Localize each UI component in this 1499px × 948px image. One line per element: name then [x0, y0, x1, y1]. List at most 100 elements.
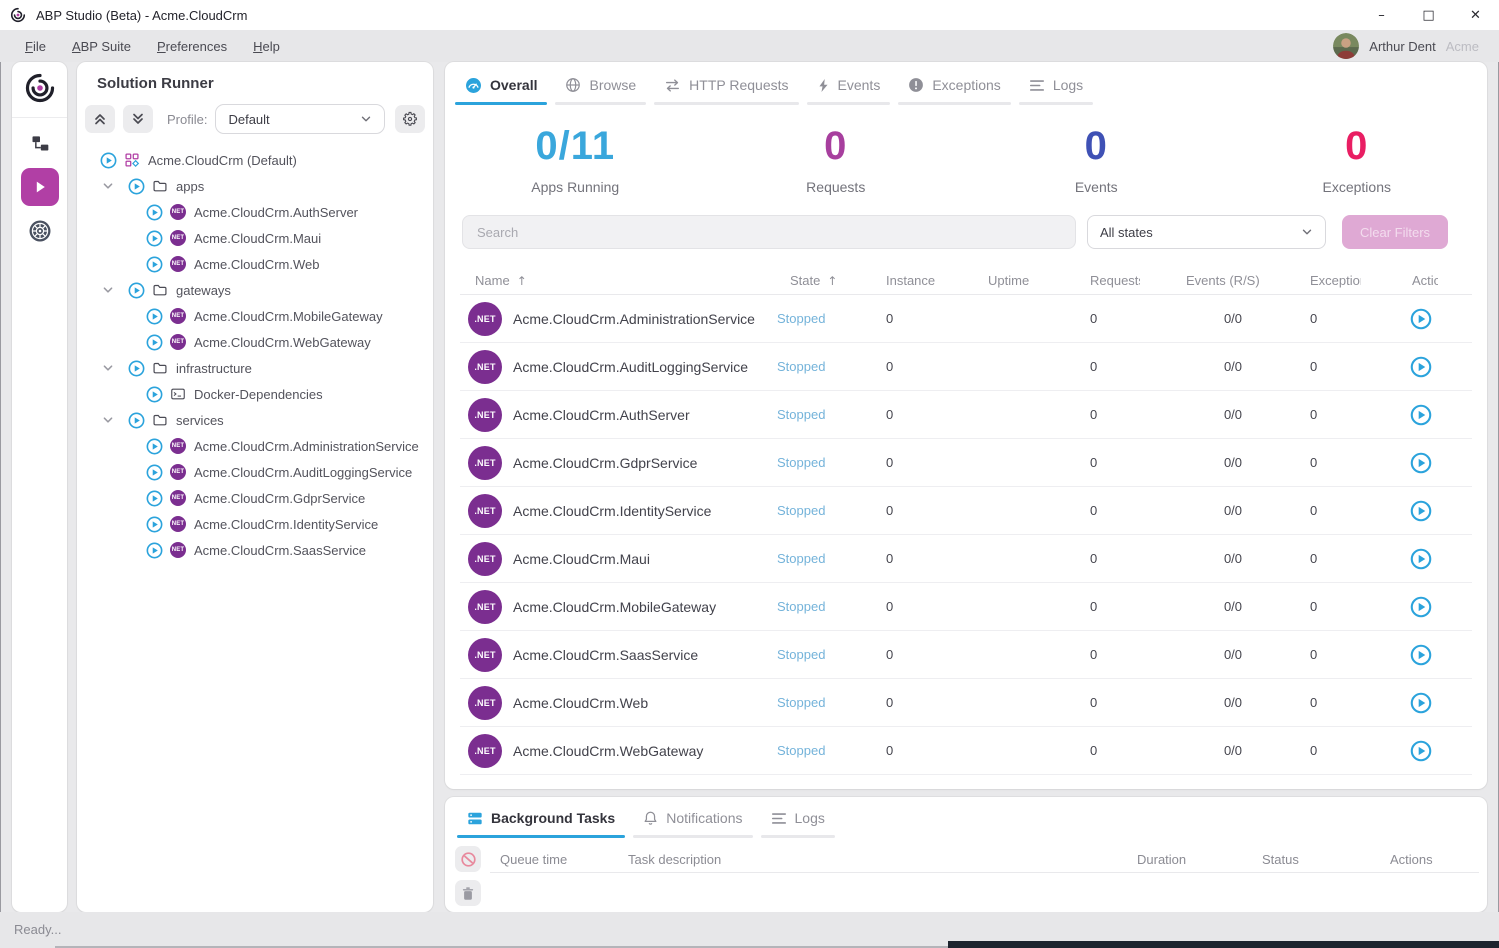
run-icon[interactable] — [128, 360, 145, 377]
column-header-name[interactable]: Name↑ — [460, 273, 775, 288]
column-header-requests[interactable]: Requests — [1075, 273, 1171, 288]
chevron-down-icon[interactable] — [102, 180, 114, 192]
service-instance: 0 — [871, 311, 973, 326]
start-service-button[interactable] — [1410, 500, 1432, 522]
bottom-tab-logs[interactable]: Logs — [761, 805, 835, 831]
settings-button[interactable] — [395, 105, 425, 133]
user-avatar[interactable] — [1333, 33, 1359, 59]
run-icon[interactable] — [100, 152, 117, 169]
run-icon[interactable] — [146, 464, 163, 481]
expand-all-button[interactable] — [123, 105, 153, 133]
chevron-down-icon[interactable] — [102, 284, 114, 296]
solution-explorer-button[interactable] — [21, 124, 59, 162]
bell-icon — [643, 810, 658, 826]
tree-item-acme-cloudcrm-mobilegateway[interactable]: NETAcme.CloudCrm.MobileGateway — [77, 303, 433, 329]
kubernetes-button[interactable] — [21, 212, 59, 250]
start-service-button[interactable] — [1410, 596, 1432, 618]
tab-logs[interactable]: Logs — [1019, 72, 1093, 98]
start-service-button[interactable] — [1410, 356, 1432, 378]
column-label: Actions — [1412, 273, 1438, 288]
stat-value: 0 — [706, 124, 967, 168]
dotnet-icon: NET — [170, 464, 186, 480]
run-icon[interactable] — [146, 230, 163, 247]
table-row-acme-cloudcrm-saasservice: .NETAcme.CloudCrm.SaasServiceStopped000/… — [460, 631, 1472, 679]
tree-item-acme-cloudcrm-administrationservice[interactable]: NETAcme.CloudCrm.AdministrationService — [77, 433, 433, 459]
state-filter-select[interactable]: All states — [1087, 215, 1326, 249]
clear-filters-button[interactable]: Clear Filters — [1342, 215, 1448, 249]
stack-icon — [467, 811, 483, 826]
start-service-button[interactable] — [1410, 452, 1432, 474]
tab-overall[interactable]: Overall — [455, 72, 547, 98]
menu-item-file[interactable]: File — [25, 39, 46, 54]
minimize-button[interactable]: – — [1358, 0, 1405, 30]
tasks-table-header: Queue timeTask descriptionDurationStatus… — [490, 846, 1479, 873]
tree-item-infrastructure[interactable]: infrastructure — [77, 355, 433, 381]
run-icon[interactable] — [146, 334, 163, 351]
tree-item-acme-cloudcrm-gdprservice[interactable]: NETAcme.CloudCrm.GdprService — [77, 485, 433, 511]
profile-select[interactable]: Default — [215, 104, 385, 134]
service-name: Acme.CloudCrm.AuditLoggingService — [513, 359, 748, 375]
chevron-down-icon[interactable] — [102, 362, 114, 374]
solution-runner-button[interactable] — [21, 168, 59, 206]
start-service-button[interactable] — [1410, 308, 1432, 330]
tree-item-acme-cloudcrm-authserver[interactable]: NETAcme.CloudCrm.AuthServer — [77, 199, 433, 225]
close-button[interactable]: ✕ — [1452, 0, 1499, 30]
expand-all-icon — [131, 112, 145, 126]
tree-item-acme-cloudcrm-auditloggingservice[interactable]: NETAcme.CloudCrm.AuditLoggingService — [77, 459, 433, 485]
column-header-actions[interactable]: Actions — [1397, 273, 1472, 288]
column-header-exceptions[interactable]: Exceptions — [1295, 273, 1397, 288]
run-icon[interactable] — [146, 516, 163, 533]
collapse-all-button[interactable] — [85, 105, 115, 133]
abp-logo-icon[interactable] — [24, 72, 56, 104]
maximize-button[interactable]: □ — [1405, 0, 1452, 30]
start-service-button[interactable] — [1410, 548, 1432, 570]
tab-label: Logs — [1053, 77, 1083, 93]
bottom-tab-notifications[interactable]: Notifications — [633, 805, 752, 831]
tree-item-acme-cloudcrm-maui[interactable]: NETAcme.CloudCrm.Maui — [77, 225, 433, 251]
run-icon[interactable] — [146, 386, 163, 403]
run-icon[interactable] — [146, 308, 163, 325]
tree-item-gateways[interactable]: gateways — [77, 277, 433, 303]
tree-item-acme-cloudcrm-saasservice[interactable]: NETAcme.CloudCrm.SaasService — [77, 537, 433, 563]
tree-item-services[interactable]: services — [77, 407, 433, 433]
column-header-instance[interactable]: Instance — [871, 273, 973, 288]
search-input[interactable] — [462, 215, 1076, 249]
tab-exceptions[interactable]: Exceptions — [898, 72, 1010, 98]
menu-item-help[interactable]: Help — [253, 39, 280, 54]
tree-item-acme-cloudcrm-webgateway[interactable]: NETAcme.CloudCrm.WebGateway — [77, 329, 433, 355]
tree-item-acme-cloudcrm-web[interactable]: NETAcme.CloudCrm.Web — [77, 251, 433, 277]
tree-item-docker-dependencies[interactable]: Docker-Dependencies — [77, 381, 433, 407]
menu-item-preferences[interactable]: Preferences — [157, 39, 227, 54]
run-icon[interactable] — [146, 490, 163, 507]
tree-item-apps[interactable]: apps — [77, 173, 433, 199]
user-name[interactable]: Arthur Dent — [1369, 39, 1435, 54]
run-icon[interactable] — [146, 542, 163, 559]
start-service-button[interactable] — [1410, 692, 1432, 714]
bottom-tab-background-tasks[interactable]: Background Tasks — [457, 805, 625, 831]
chevron-down-icon[interactable] — [102, 414, 114, 426]
run-icon[interactable] — [128, 282, 145, 299]
run-icon[interactable] — [146, 438, 163, 455]
column-header-uptime[interactable]: Uptime — [973, 273, 1075, 288]
tree-item-label: services — [176, 413, 224, 428]
cancel-tasks-button[interactable] — [455, 846, 481, 872]
tab-http-requests[interactable]: HTTP Requests — [654, 72, 798, 98]
tree-item-acme-cloudcrm-default[interactable]: Acme.CloudCrm (Default) — [77, 147, 433, 173]
dotnet-icon: .NET — [468, 638, 502, 672]
column-header-events-r-s[interactable]: Events (R/S) — [1171, 273, 1295, 288]
start-service-button[interactable] — [1410, 404, 1432, 426]
tab-events[interactable]: Events — [807, 72, 891, 98]
run-icon[interactable] — [146, 204, 163, 221]
globe-icon — [565, 77, 581, 93]
clear-tasks-button[interactable] — [455, 880, 481, 906]
tree-item-acme-cloudcrm-identityservice[interactable]: NETAcme.CloudCrm.IdentityService — [77, 511, 433, 537]
run-icon[interactable] — [146, 256, 163, 273]
tree-item-label: Acme.CloudCrm.WebGateway — [194, 335, 371, 350]
menu-item-abp-suite[interactable]: ABP Suite — [72, 39, 131, 54]
start-service-button[interactable] — [1410, 740, 1432, 762]
run-icon[interactable] — [128, 178, 145, 195]
tab-browse[interactable]: Browse — [555, 72, 646, 98]
run-icon[interactable] — [128, 412, 145, 429]
column-header-state[interactable]: State↑ — [775, 273, 871, 288]
start-service-button[interactable] — [1410, 644, 1432, 666]
